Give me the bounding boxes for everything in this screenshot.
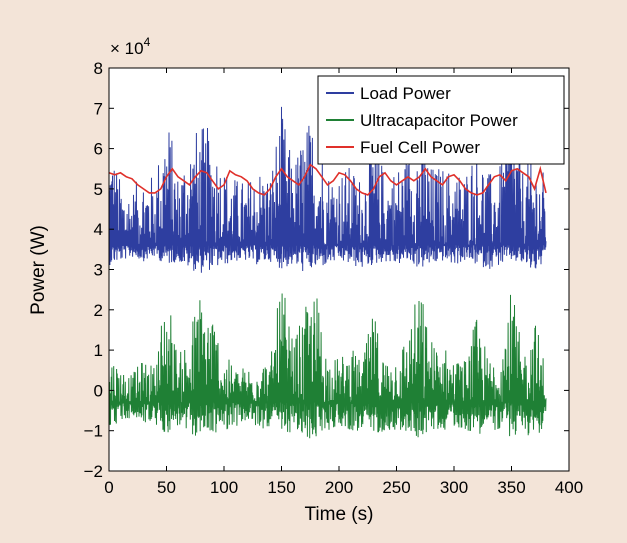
y-tick-label: 1: [94, 341, 103, 360]
y-multiplier: × 104: [110, 35, 151, 58]
series-layer: [108, 106, 547, 439]
legend-label: Load Power: [360, 84, 451, 103]
x-axis-label: Time (s): [305, 504, 374, 525]
x-tick-label: 350: [497, 478, 525, 497]
y-tick-label: 7: [94, 99, 103, 118]
y-tick-label: 6: [94, 140, 103, 159]
legend: Load Power Ultracapacitor Power Fuel Cell …: [317, 75, 565, 165]
x-tick-label: 300: [440, 478, 468, 497]
y-tick-label: 8: [94, 59, 103, 78]
y-tick-label: 4: [94, 220, 103, 239]
x-tick-label: 250: [382, 478, 410, 497]
y-tick-label: 0: [94, 381, 103, 400]
y-tick-label: −1: [84, 422, 103, 441]
legend-label: Ultracapacitor Power: [360, 111, 518, 130]
x-tick-label: 0: [104, 478, 113, 497]
series-0-line: [108, 106, 547, 273]
x-tick-label: 200: [325, 478, 353, 497]
x-tick-label: 150: [267, 478, 295, 497]
legend-label: Fuel Cell Power: [360, 138, 480, 157]
x-tick-label: 50: [157, 478, 176, 497]
ticks-layer: 0 50 100 150 200 250 300 350 400 −2 −1 0 1 2 3 4 5 6 7 8: [84, 59, 584, 497]
legend-box: [317, 75, 565, 165]
y-tick-label: 5: [94, 180, 103, 199]
series-1-line: [108, 293, 547, 439]
series-2-line: [108, 163, 547, 196]
y-axis-label: Power (W): [28, 225, 49, 315]
y-tick-label: −2: [84, 462, 103, 481]
y-tick-label: 2: [94, 301, 103, 320]
y-tick-label: 3: [94, 261, 103, 280]
y-multiplier-label: × 10: [110, 39, 144, 58]
y-multiplier-exponent: 4: [144, 35, 151, 49]
x-tick-label: 400: [555, 478, 583, 497]
x-tick-label: 100: [210, 478, 238, 497]
